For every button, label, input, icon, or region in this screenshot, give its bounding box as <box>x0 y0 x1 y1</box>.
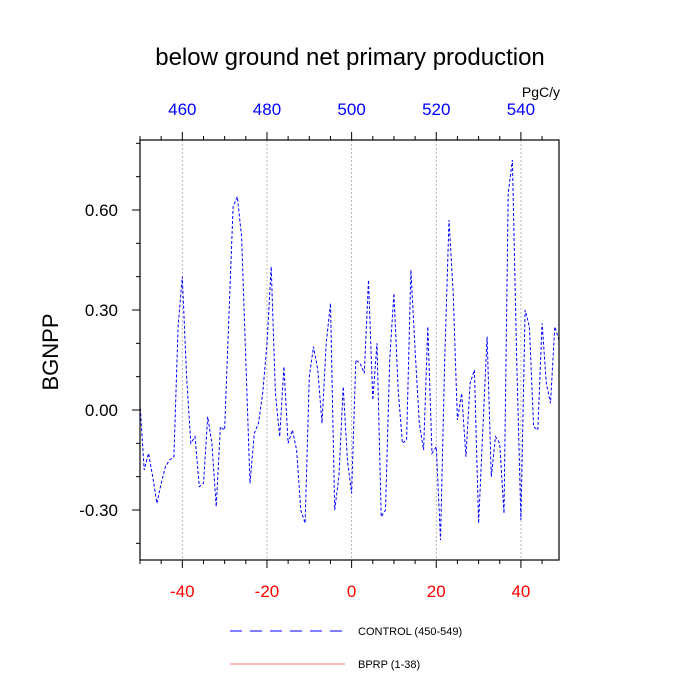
gridlines <box>181 140 522 560</box>
left-tick-label: 0.30 <box>85 301 118 320</box>
left-tick-label: 0.60 <box>85 201 118 220</box>
legend: CONTROL (450-549) BPRP (1-38) <box>230 626 462 671</box>
plot-frame <box>139 139 560 561</box>
legend-label-bprp: BPRP (1-38) <box>358 659 420 671</box>
left-tick-label: 0.00 <box>85 401 118 420</box>
legend-label-control: CONTROL (450-549) <box>358 626 462 638</box>
top-tick-label: 480 <box>253 100 281 119</box>
top-tick-label: 540 <box>507 100 535 119</box>
chart-title: below ground net primary production <box>155 44 545 71</box>
y-axis-label: BGNPP <box>38 313 63 390</box>
series-line-0 <box>139 159 560 541</box>
bottom-tick-label: -40 <box>170 582 195 601</box>
plot-lines <box>139 159 560 541</box>
top-tick-label: 460 <box>168 100 196 119</box>
top-tick-label: 520 <box>422 100 450 119</box>
bottom-tick-label: 20 <box>427 582 446 601</box>
bottom-tick-label: -20 <box>255 582 280 601</box>
axis-ticks <box>132 132 543 568</box>
left-tick-label: -0.30 <box>79 501 118 520</box>
units-label: PgC/y <box>522 84 560 100</box>
bottom-tick-label: 40 <box>511 582 530 601</box>
axis-tick-labels: -40 -20 0 20 40 460 480 500 520 540 -0.30 0.00 0.30 0… <box>79 100 535 601</box>
top-tick-label: 500 <box>337 100 365 119</box>
bottom-tick-label: 0 <box>347 582 356 601</box>
